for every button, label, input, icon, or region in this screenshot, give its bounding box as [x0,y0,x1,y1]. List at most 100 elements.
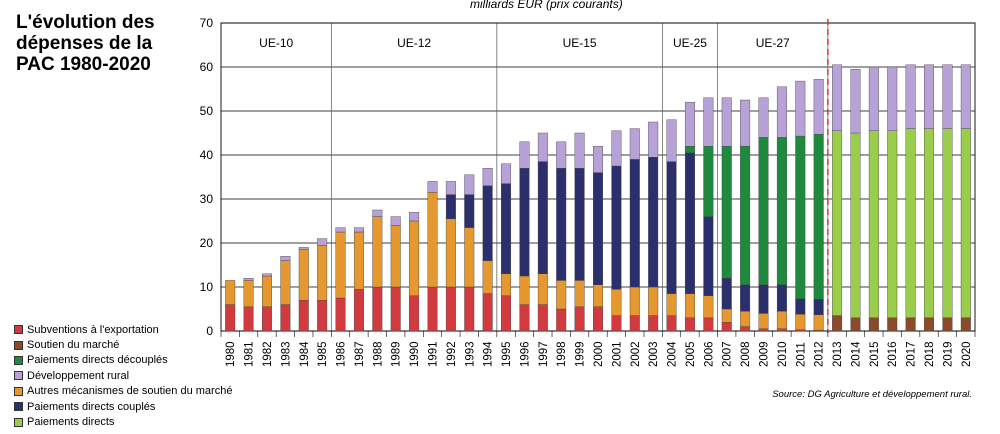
bar-segment [666,119,677,162]
bar-segment [519,304,530,332]
bar-segment [501,295,512,332]
x-tick-label: 1980 [225,341,237,367]
x-tick-label: 1989 [391,341,403,367]
legend-swatch [14,371,23,381]
bar-segment [887,66,898,131]
x-tick-label: 2014 [850,341,862,367]
x-tick-label: 2007 [722,341,734,367]
legend-item: Développement rural [14,368,232,383]
legend-swatch [14,325,23,335]
bar-segment [353,227,364,233]
bar-segment [409,220,420,297]
legend: Subventions à l'exportation Soutien du m… [14,322,232,430]
period-label: UE-27 [756,36,790,50]
bar-segment [611,289,622,316]
bar-segment [501,183,512,275]
bar-segment [868,130,879,319]
bar-segment [280,304,291,332]
bar-segment [795,314,806,330]
bar-segment [776,328,787,332]
x-tick-label: 1995 [501,341,513,367]
y-tick-label: 70 [200,16,214,30]
bar-segment [353,289,364,332]
bar-segment [776,137,787,285]
bar-segment [960,317,971,332]
bar-segment [868,317,879,332]
bar-segment [464,227,475,288]
x-tick-label: 2011 [795,342,807,367]
bar-segment [372,216,383,288]
bar-segment [445,286,456,332]
x-tick-label: 1983 [280,341,292,367]
y-tick-label: 60 [200,60,214,74]
bar-segment [684,145,695,153]
x-tick-label: 2010 [777,341,789,367]
bar-segment [703,295,714,318]
bar-segment [225,280,236,305]
y-tick-label: 20 [200,236,214,250]
bar-segment [556,141,567,169]
bar-segment [629,315,640,332]
bar-segment [464,174,475,195]
bar-segment [666,315,677,332]
bar-segment [684,317,695,332]
bar-segment [409,295,420,332]
x-tick-label: 1992 [446,341,458,367]
bar-segment [298,247,309,250]
bar-segment [942,64,953,129]
bar-segment [666,293,677,316]
bar-segment [832,64,843,132]
x-tick-label: 2018 [924,341,936,367]
x-tick-label: 1994 [483,341,495,367]
bar-segment [758,313,769,329]
bar-segment [684,101,695,147]
x-tick-label: 1990 [409,341,421,367]
bar-segment [390,286,401,332]
unit-label: milliards EUR (prix courants) [470,0,623,11]
bar-segment [942,128,953,319]
bar-segment [924,317,935,332]
bar-segment [427,181,438,193]
bar-segment [703,216,714,297]
x-tick-label: 2005 [685,341,697,367]
y-tick-label: 40 [200,148,214,162]
bar-segment [832,130,843,316]
bar-segment [648,156,659,288]
bar-segment [593,172,603,286]
bar-segment [960,64,971,129]
bar-segment [537,304,548,332]
legend-swatch [14,386,23,396]
title-line-1: L'évolution des [16,12,155,33]
bar-segment [703,145,714,217]
bar-segment [776,284,787,312]
legend-label: Autres mécanismes de soutien du marché [27,385,233,398]
legend-item: Autres mécanismes de soutien du marché [14,384,232,399]
bar-segment [537,132,548,162]
bar-segment [795,298,806,315]
x-tick-label: 1987 [354,341,366,367]
bar-segment [574,306,585,332]
bar-segment [335,297,346,332]
bar-segment [445,194,456,220]
bar-segment [243,306,254,332]
x-tick-label: 1993 [464,341,476,367]
bar-segment [427,192,438,288]
y-tick-label: 0 [206,324,213,338]
bar-segment [261,306,272,332]
bar-segment [427,286,438,332]
bar-segment [905,317,916,332]
x-tick-label: 2004 [667,341,679,367]
bar-segment [684,293,695,319]
x-tick-label: 1988 [372,341,384,367]
title-line-3: PAC 1980-2020 [16,54,151,75]
title-line-2: dépenses de la [16,33,153,54]
bar-segment [464,286,475,332]
legend-label: Développement rural [27,369,130,382]
x-tick-label: 1999 [575,341,587,367]
x-tick-label: 2012 [814,341,826,367]
bar-segment [648,121,659,158]
bar-segment [795,80,806,137]
bar-segment [629,286,640,316]
bar-segment [758,97,769,138]
